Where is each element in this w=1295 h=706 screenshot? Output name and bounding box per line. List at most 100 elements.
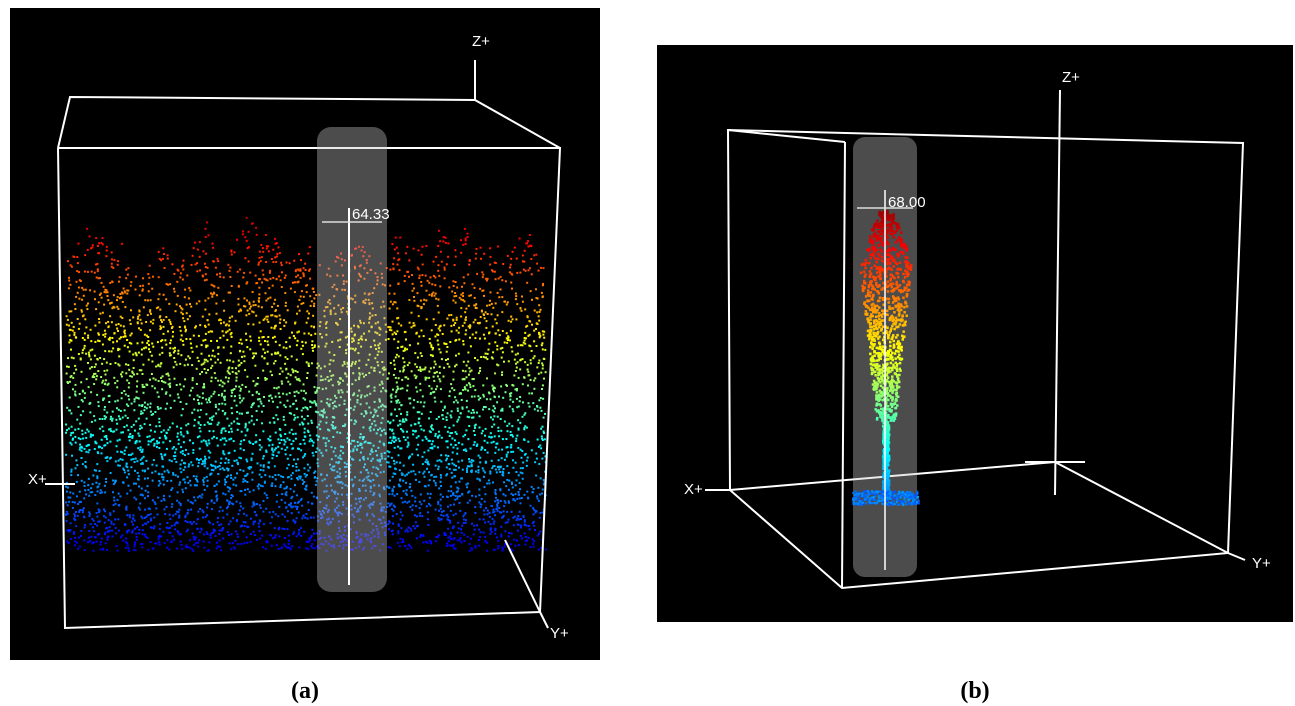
point <box>494 465 496 467</box>
point <box>144 406 146 408</box>
point <box>265 508 267 510</box>
point <box>87 249 89 251</box>
point <box>89 513 91 515</box>
point <box>468 458 470 460</box>
point <box>128 547 130 549</box>
point <box>184 516 186 518</box>
point <box>497 547 499 549</box>
point <box>506 479 508 481</box>
point <box>240 525 242 527</box>
point <box>541 362 543 364</box>
point <box>279 442 281 444</box>
point <box>156 440 158 442</box>
point <box>104 350 106 352</box>
point <box>134 470 136 472</box>
point <box>446 263 448 265</box>
point <box>396 354 398 356</box>
point <box>222 452 224 454</box>
point <box>233 388 235 390</box>
point <box>271 545 273 547</box>
point <box>276 253 278 255</box>
point <box>520 518 522 520</box>
point <box>92 475 94 477</box>
point <box>154 411 156 413</box>
point <box>117 330 119 332</box>
point <box>530 359 532 361</box>
point <box>107 536 109 538</box>
point <box>204 325 206 327</box>
point <box>543 417 545 419</box>
point <box>84 397 86 399</box>
point <box>126 466 128 468</box>
point <box>266 494 268 496</box>
point <box>425 299 427 301</box>
point <box>508 360 510 362</box>
point <box>533 340 535 342</box>
point <box>109 395 111 397</box>
point <box>491 385 493 387</box>
point <box>480 316 482 318</box>
point <box>288 540 290 542</box>
point <box>150 541 152 543</box>
point <box>525 540 527 542</box>
point <box>252 291 254 293</box>
point <box>437 245 439 247</box>
point <box>94 325 96 327</box>
point <box>441 261 443 263</box>
point <box>222 385 224 387</box>
point <box>285 491 287 493</box>
point <box>490 416 492 418</box>
point <box>447 440 449 442</box>
point <box>541 344 543 346</box>
point <box>484 536 486 538</box>
point <box>487 513 489 515</box>
point <box>428 463 430 465</box>
point <box>312 288 314 290</box>
point <box>234 477 236 479</box>
point <box>237 429 239 431</box>
point <box>189 357 191 359</box>
point <box>205 236 207 238</box>
point <box>289 262 291 264</box>
point <box>399 420 401 422</box>
point <box>313 442 315 444</box>
point <box>454 292 456 294</box>
point <box>84 549 86 551</box>
point <box>538 333 540 335</box>
point <box>538 360 540 362</box>
point <box>66 491 68 493</box>
point <box>86 445 88 447</box>
point <box>199 416 201 418</box>
point <box>278 275 280 277</box>
point <box>517 361 519 363</box>
point <box>76 481 78 483</box>
point <box>262 469 264 471</box>
point <box>149 265 151 267</box>
point <box>538 500 540 502</box>
point <box>400 527 402 529</box>
point <box>208 439 210 441</box>
point <box>392 389 394 391</box>
point <box>304 443 306 445</box>
point <box>443 236 445 238</box>
point <box>222 438 224 440</box>
point <box>425 436 427 438</box>
point <box>96 477 98 479</box>
point <box>466 470 468 472</box>
point <box>306 377 308 379</box>
point <box>282 393 284 395</box>
point <box>66 407 68 409</box>
point <box>231 392 233 394</box>
point <box>408 544 410 546</box>
point <box>219 540 221 542</box>
point <box>115 527 117 529</box>
point <box>199 256 201 258</box>
point <box>211 532 213 534</box>
point <box>137 322 139 324</box>
point <box>494 372 496 374</box>
point <box>197 546 199 548</box>
point <box>302 302 304 304</box>
point <box>497 545 499 547</box>
point <box>407 548 409 550</box>
point <box>275 447 277 449</box>
